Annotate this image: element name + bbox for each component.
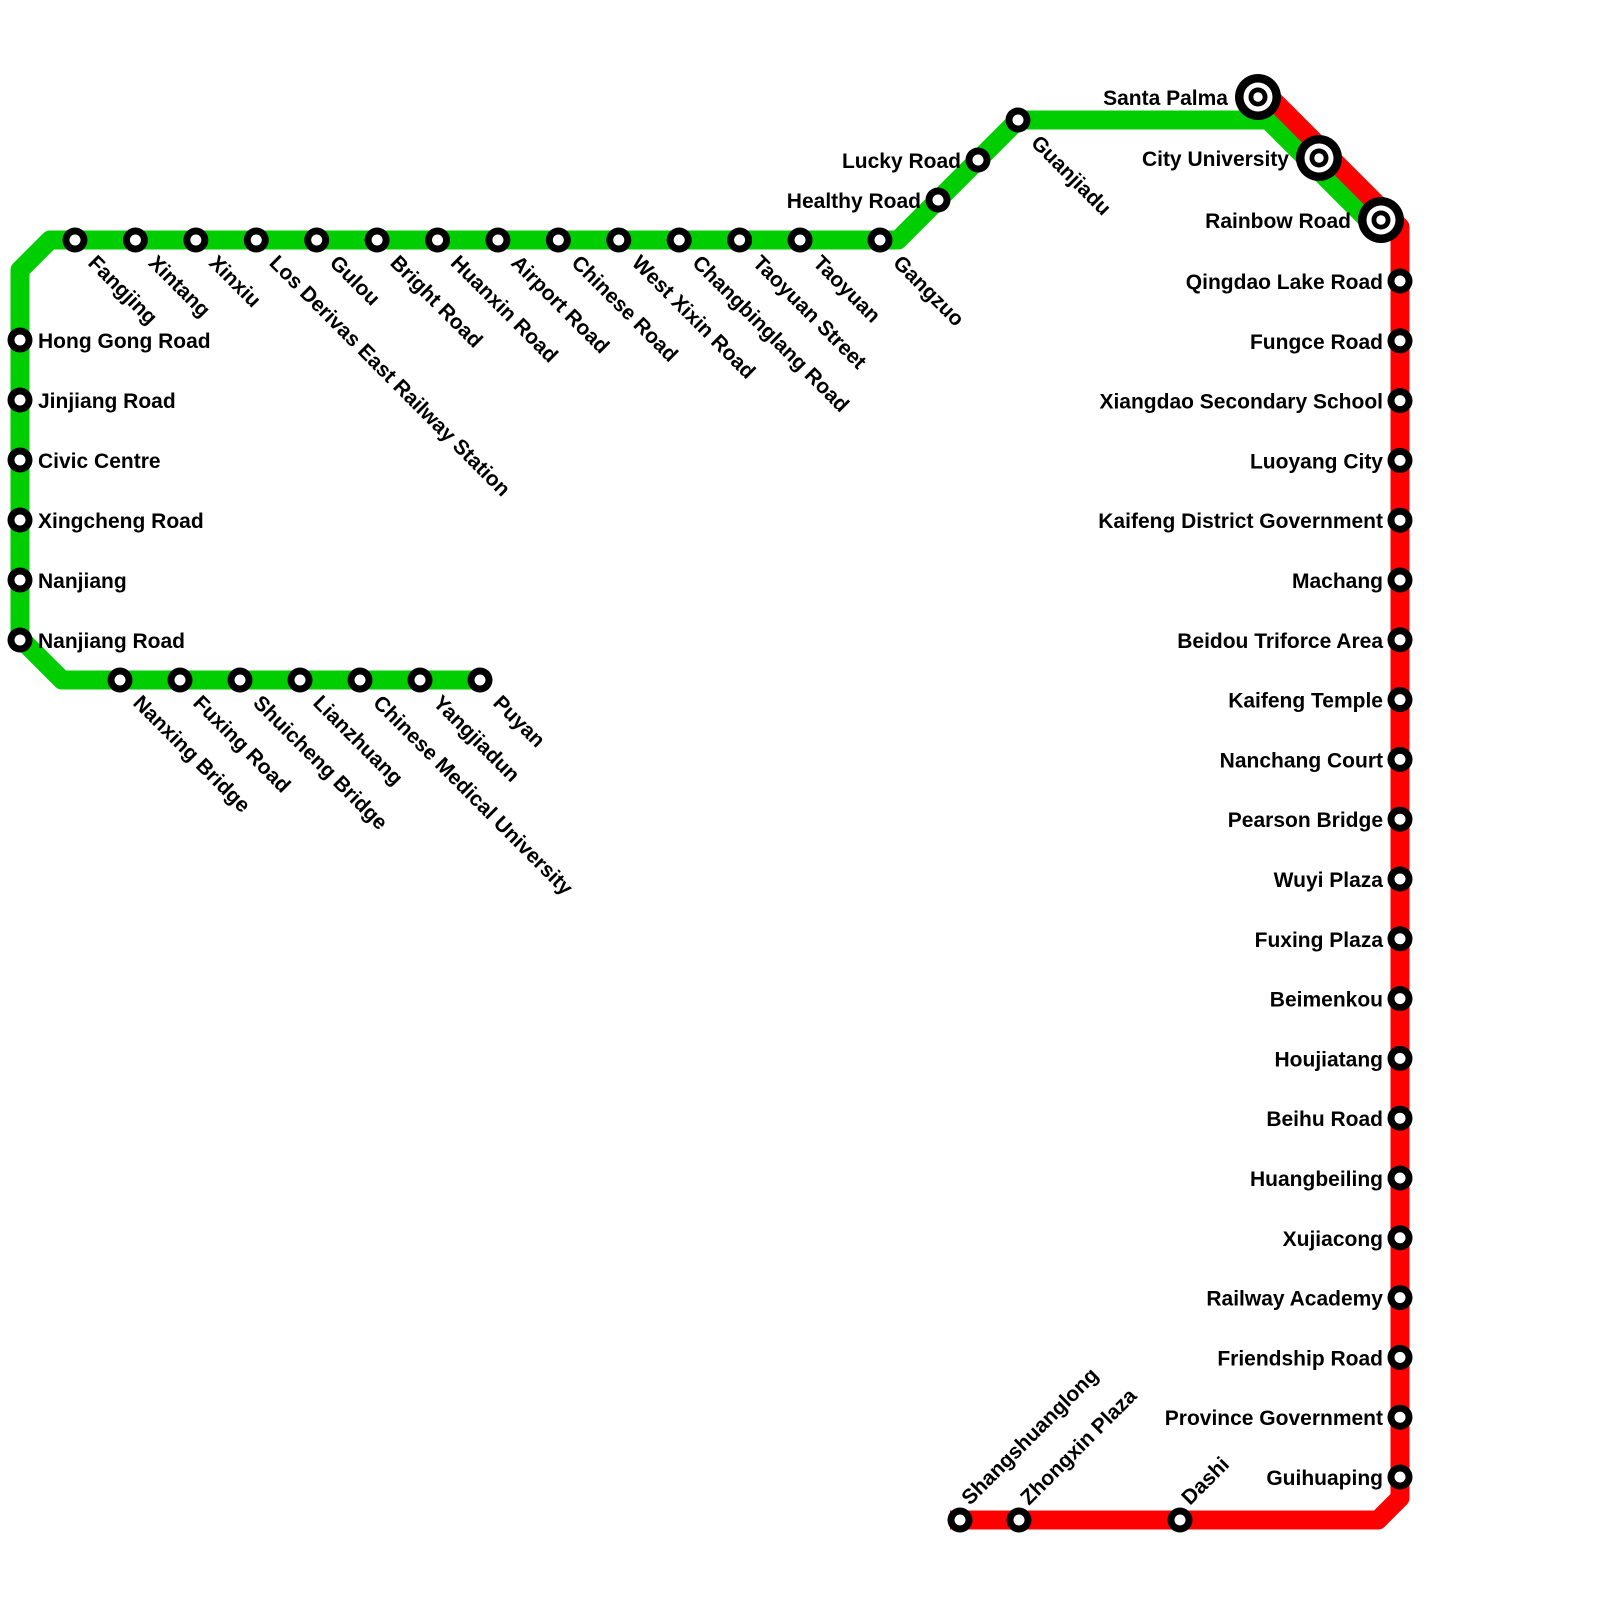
station-marker-center — [432, 234, 444, 246]
station-label-friendship-road: Friendship Road — [1217, 1347, 1383, 1370]
station-label-huangbeiling: Huangbeiling — [1250, 1168, 1383, 1191]
station-marker-center — [174, 674, 186, 686]
station-marker-center — [1394, 993, 1406, 1005]
station-label-chinese-road: Chinese Road — [567, 251, 682, 366]
station-marker-center — [1394, 1411, 1406, 1423]
interchange-marker-center — [1253, 92, 1263, 102]
station-label-civic-centre: Civic Centre — [38, 450, 161, 473]
station-label-kaifeng-temple: Kaifeng Temple — [1228, 690, 1383, 713]
station-marker-center — [874, 234, 886, 246]
interchange-marker-center — [1376, 215, 1386, 225]
green-line-path — [10, 110, 1377, 690]
station-label-luoyang-city: Luoyang City — [1250, 450, 1383, 473]
station-marker-center — [932, 194, 944, 206]
station-marker-center — [354, 674, 366, 686]
station-label-kaifeng-district-government: Kaifeng District Government — [1098, 510, 1383, 533]
station-label-machang: Machang — [1292, 570, 1383, 593]
station-label-jinjiang-road: Jinjiang Road — [38, 390, 176, 413]
station-marker-center — [14, 334, 26, 346]
station-marker-center — [1394, 634, 1406, 646]
station-marker-center — [492, 234, 504, 246]
station-marker-center — [613, 234, 625, 246]
station-label-santa-palma: Santa Palma — [1103, 87, 1228, 110]
station-marker-center — [414, 674, 426, 686]
station-label-xingcheng-road: Xingcheng Road — [38, 510, 204, 533]
station-marker-center — [474, 674, 486, 686]
station-label-hong-gong-road: Hong Gong Road — [38, 330, 211, 353]
station-label-gulou: Gulou — [325, 251, 384, 310]
station-marker-center — [1394, 873, 1406, 885]
station-label-beidou-triforce-area: Beidou Triforce Area — [1177, 630, 1383, 653]
station-marker-center — [1394, 1351, 1406, 1363]
station-marker-center — [190, 234, 202, 246]
station-marker-center — [972, 154, 984, 166]
station-marker-center — [14, 514, 26, 526]
station-label-dashi: Dashi — [1177, 1453, 1234, 1510]
station-label-rainbow-road: Rainbow Road — [1205, 210, 1351, 233]
station-marker-center — [294, 674, 306, 686]
station-marker-center — [1174, 1514, 1186, 1526]
station-marker-center — [1012, 114, 1024, 126]
station-label-railway-academy: Railway Academy — [1206, 1288, 1383, 1311]
station-label-fuxing-plaza: Fuxing Plaza — [1255, 929, 1384, 952]
station-label-xiangdao-secondary-school: Xiangdao Secondary School — [1099, 391, 1383, 414]
red-line-path — [950, 84, 1410, 1530]
station-marker-center — [1394, 753, 1406, 765]
station-marker-center — [1394, 454, 1406, 466]
station-marker-center — [1394, 574, 1406, 586]
station-marker-center — [1394, 933, 1406, 945]
station-label-xinxiu: Xinxiu — [204, 251, 265, 312]
station-marker-center — [1394, 395, 1406, 407]
station-marker-center — [1394, 1471, 1406, 1483]
station-marker-center — [552, 234, 564, 246]
station-marker-center — [794, 234, 806, 246]
station-label-healthy-road: Healthy Road — [787, 190, 921, 213]
station-marker-center — [1394, 1172, 1406, 1184]
station-marker-center — [129, 234, 141, 246]
interchange-marker-center — [1314, 153, 1324, 163]
station-marker-center — [673, 234, 685, 246]
station-label-nanchang-court: Nanchang Court — [1220, 749, 1383, 772]
station-marker-center — [14, 454, 26, 466]
station-marker-center — [371, 234, 383, 246]
station-marker-center — [1394, 514, 1406, 526]
station-marker-center — [14, 634, 26, 646]
station-label-huanxin-road: Huanxin Road — [446, 251, 562, 367]
station-marker-center — [1394, 1112, 1406, 1124]
station-marker-center — [1394, 1292, 1406, 1304]
station-marker-center — [1394, 1052, 1406, 1064]
station-label-beihu-road: Beihu Road — [1266, 1108, 1383, 1131]
station-label-wuyi-plaza: Wuyi Plaza — [1274, 869, 1384, 892]
station-marker-center — [954, 1514, 966, 1526]
station-marker-center — [114, 674, 126, 686]
station-label-qingdao-lake-road: Qingdao Lake Road — [1186, 271, 1383, 294]
station-label-houjiatang: Houjiatang — [1275, 1048, 1384, 1071]
station-marker-center — [234, 674, 246, 686]
station-label-guihuaping: Guihuaping — [1266, 1467, 1383, 1490]
station-marker-center — [311, 234, 323, 246]
station-marker-center — [1394, 813, 1406, 825]
station-marker-center — [1394, 275, 1406, 287]
station-label-pearson-bridge: Pearson Bridge — [1228, 809, 1383, 832]
station-label-xujiacong: Xujiacong — [1283, 1228, 1383, 1251]
station-marker-center — [734, 234, 746, 246]
station-label-gangzuo: Gangzuo — [888, 251, 968, 331]
station-marker-center — [1013, 1514, 1025, 1526]
station-marker-center — [69, 234, 81, 246]
station-label-beimenkou: Beimenkou — [1270, 989, 1383, 1012]
station-marker-center — [1394, 694, 1406, 706]
station-label-nanjiang: Nanjiang — [38, 570, 127, 593]
station-marker-center — [1394, 1232, 1406, 1244]
station-label-fungce-road: Fungce Road — [1250, 331, 1383, 354]
station-label-lucky-road: Lucky Road — [842, 150, 961, 173]
station-marker-center — [14, 394, 26, 406]
station-marker-center — [14, 574, 26, 586]
station-label-city-university: City University — [1142, 148, 1289, 171]
station-marker-center — [1394, 335, 1406, 347]
station-label-nanjiang-road: Nanjiang Road — [38, 630, 185, 653]
station-label-guanjiadu: Guanjiadu — [1026, 131, 1115, 220]
station-marker-center — [250, 234, 262, 246]
station-label-province-government: Province Government — [1165, 1407, 1383, 1430]
